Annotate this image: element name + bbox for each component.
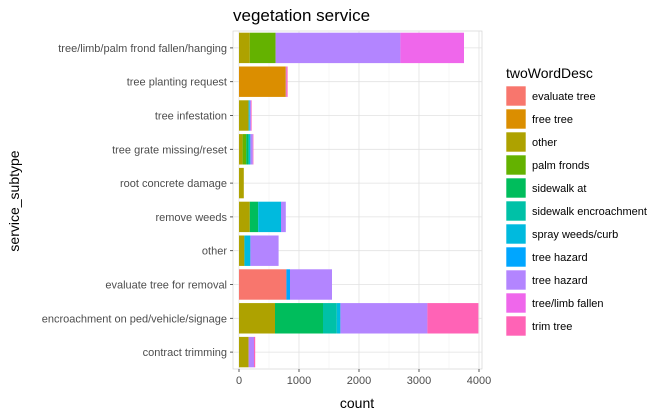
bar-encroachment-on-ped-vehicle-signage-sidewalk-encroachment bbox=[323, 303, 337, 334]
bar-remove-weeds-tree-hazard bbox=[281, 201, 286, 233]
y-tick-label: tree planting request bbox=[127, 77, 227, 89]
bar-other-other bbox=[239, 235, 245, 266]
y-axis-ticks: tree/limb/palm frond fallen/hanging tree … bbox=[42, 43, 233, 359]
bar-tree-limb-palm-frond-fallen-hanging-tree-limb-fallen bbox=[400, 32, 464, 64]
bar-contract-trimming-trim-tree bbox=[254, 336, 256, 368]
legend-label: tree hazard bbox=[532, 252, 588, 264]
bar-remove-weeds-sidewalk-at bbox=[249, 201, 259, 233]
chart-title: vegetation service bbox=[233, 6, 370, 25]
bar-root-concrete-damage-other bbox=[239, 167, 244, 199]
legend-swatch bbox=[505, 246, 527, 268]
legend-swatch bbox=[505, 85, 527, 107]
legend-swatch bbox=[505, 315, 527, 337]
bars bbox=[239, 32, 479, 368]
bar-encroachment-on-ped-vehicle-signage-spray-weeds-curb bbox=[336, 303, 341, 334]
legend-label: spray weeds/curb bbox=[532, 229, 618, 241]
y-axis-title: service_subtype bbox=[6, 150, 22, 251]
x-tick-label: 2000 bbox=[347, 375, 371, 387]
bar-tree-planting-request-trim-tree bbox=[286, 66, 288, 97]
bar-tree-grate-missing-reset-spray-weeds-curb bbox=[248, 134, 251, 165]
bar-remove-weeds-spray-weeds-curb bbox=[258, 201, 281, 233]
legend: twoWordDesc evaluate tree free tree other p… bbox=[505, 65, 647, 337]
bar-tree-grate-missing-reset-palm-fronds bbox=[242, 134, 247, 165]
bar-tree-infestation-other bbox=[239, 100, 249, 131]
bar-other-spray-weeds-curb bbox=[244, 235, 251, 266]
bar-encroachment-on-ped-vehicle-signage-sidewalk-at bbox=[275, 303, 323, 334]
legend-label: tree/limb fallen bbox=[532, 298, 604, 310]
bar-tree-limb-palm-frond-fallen-hanging-palm-fronds bbox=[249, 32, 276, 64]
y-tick-label: encroachment on ped/vehicle/signage bbox=[42, 313, 227, 325]
bar-contract-trimming-other bbox=[239, 336, 249, 368]
bar-tree-grate-missing-reset-other bbox=[239, 134, 243, 165]
legend-swatch bbox=[505, 223, 527, 245]
bar-tree-infestation-trim-tree bbox=[251, 100, 252, 131]
legend-swatch bbox=[505, 200, 527, 222]
legend-swatch bbox=[505, 177, 527, 199]
bar-evaluate-tree-for-removal-tree-hazard bbox=[290, 269, 332, 300]
y-tick-label: tree infestation bbox=[155, 111, 227, 123]
bar-evaluate-tree-for-removal-tree-hazard bbox=[286, 269, 290, 300]
legend-label: sidewalk at bbox=[532, 183, 586, 195]
legend-label: tree hazard bbox=[532, 275, 588, 287]
x-tick-label: 0 bbox=[236, 375, 242, 387]
bar-tree-grate-missing-reset-tree-hazard bbox=[250, 134, 253, 165]
y-tick-label: tree grate missing/reset bbox=[112, 144, 227, 156]
y-tick-label: other bbox=[202, 246, 227, 258]
legend-label: trim tree bbox=[532, 321, 572, 333]
bar-tree-planting-request-tree-hazard bbox=[285, 66, 287, 97]
bar-tree-grate-missing-reset-trim-tree bbox=[252, 134, 254, 165]
legend-swatch bbox=[505, 269, 527, 291]
bar-other-tree-hazard bbox=[250, 235, 279, 266]
bar-tree-grate-missing-reset-sidewalk-at bbox=[246, 134, 249, 165]
legend-label: free tree bbox=[532, 114, 573, 126]
bar-encroachment-on-ped-vehicle-signage-trim-tree bbox=[427, 303, 479, 334]
bar-tree-limb-palm-frond-fallen-hanging-tree-hazard bbox=[275, 32, 401, 64]
legend-title: twoWordDesc bbox=[506, 65, 593, 81]
bar-tree-infestation-spray-weeds-curb bbox=[248, 100, 250, 131]
legend-label: sidewalk encroachment bbox=[532, 206, 647, 218]
x-axis-title: count bbox=[340, 395, 374, 411]
y-tick-label: evaluate tree for removal bbox=[105, 280, 227, 292]
bar-tree-infestation-tree-hazard bbox=[249, 100, 251, 131]
y-tick-label: remove weeds bbox=[155, 212, 227, 224]
y-tick-label: tree/limb/palm frond fallen/hanging bbox=[58, 43, 227, 55]
bar-remove-weeds-other bbox=[239, 201, 250, 233]
x-tick-label: 3000 bbox=[407, 375, 431, 387]
bar-contract-trimming-tree-hazard bbox=[248, 336, 254, 368]
legend-label: palm fronds bbox=[532, 160, 590, 172]
bar-tree-limb-palm-frond-fallen-hanging-other bbox=[239, 32, 250, 64]
bar-tree-planting-request-free-tree bbox=[239, 66, 286, 97]
legend-swatch bbox=[505, 292, 527, 314]
legend-swatch bbox=[505, 154, 527, 176]
bar-encroachment-on-ped-vehicle-signage-tree-hazard bbox=[340, 303, 428, 334]
bar-evaluate-tree-for-removal-evaluate-tree bbox=[239, 269, 287, 300]
legend-swatch bbox=[505, 131, 527, 153]
x-axis-ticks: 0 1000 2000 3000 4000 bbox=[236, 369, 491, 387]
x-tick-label: 1000 bbox=[287, 375, 311, 387]
y-tick-label: contract trimming bbox=[143, 347, 227, 359]
legend-label: evaluate tree bbox=[532, 91, 596, 103]
bar-encroachment-on-ped-vehicle-signage-other bbox=[239, 303, 275, 334]
y-tick-label: root concrete damage bbox=[120, 178, 227, 190]
legend-swatch bbox=[505, 108, 527, 130]
legend-label: other bbox=[532, 137, 557, 149]
x-tick-label: 4000 bbox=[467, 375, 491, 387]
